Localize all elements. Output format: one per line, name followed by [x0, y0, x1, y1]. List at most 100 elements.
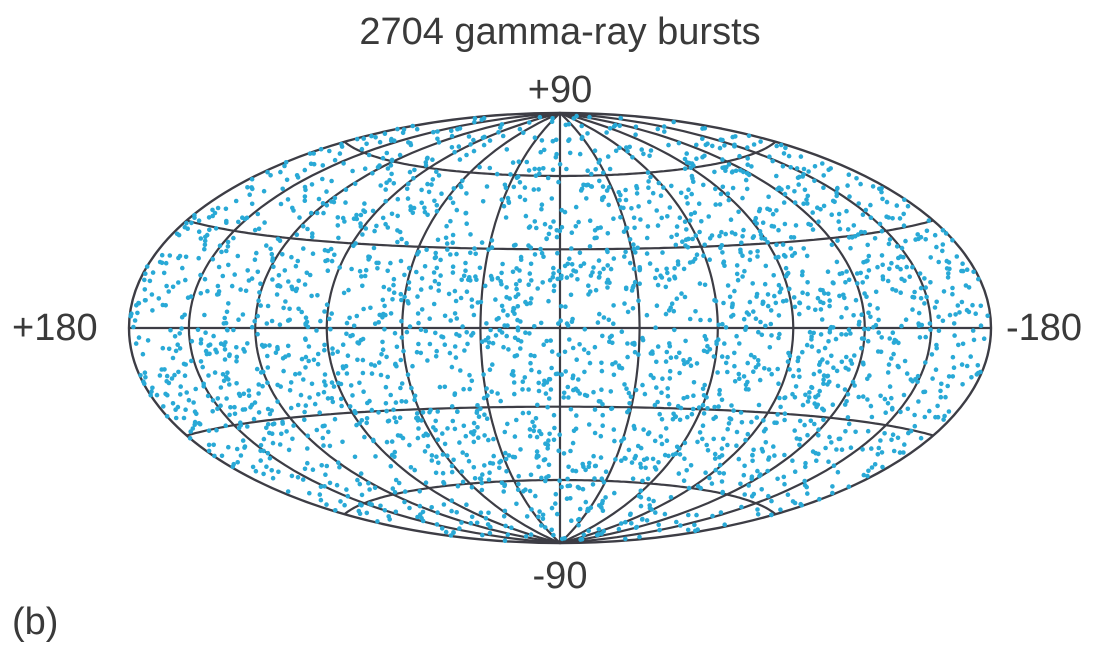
burst-point [458, 295, 464, 301]
burst-point [517, 126, 523, 132]
burst-point [858, 229, 864, 235]
burst-point [367, 398, 372, 404]
burst-point [140, 351, 146, 357]
burst-point [541, 342, 546, 348]
burst-point [212, 453, 217, 459]
burst-point [287, 306, 292, 312]
burst-point [391, 290, 397, 296]
burst-point [224, 327, 230, 332]
burst-point [884, 199, 890, 205]
burst-point [215, 396, 221, 401]
burst-point [375, 519, 380, 524]
burst-point [452, 288, 458, 294]
burst-point [376, 260, 381, 266]
burst-point [677, 452, 683, 457]
burst-point [226, 301, 231, 306]
burst-point [449, 469, 455, 475]
burst-point [894, 203, 900, 208]
burst-point [697, 430, 703, 435]
burst-point [656, 522, 661, 528]
burst-point [553, 137, 559, 143]
burst-point [512, 391, 517, 397]
burst-point [834, 447, 839, 452]
burst-point [447, 350, 453, 356]
burst-point [502, 429, 508, 435]
burst-point [551, 271, 556, 276]
burst-point [131, 324, 136, 330]
burst-point [792, 469, 798, 475]
burst-point [808, 418, 814, 424]
burst-point [818, 332, 824, 337]
burst-point [195, 327, 201, 333]
burst-point [801, 246, 806, 251]
burst-point [665, 393, 671, 399]
burst-point [601, 528, 606, 534]
burst-point [817, 496, 822, 502]
burst-point [515, 304, 521, 309]
burst-point [735, 277, 741, 283]
burst-point [755, 358, 761, 363]
burst-point [549, 365, 554, 371]
burst-point [902, 358, 908, 364]
burst-point [719, 229, 724, 235]
burst-point [252, 318, 257, 324]
burst-point [463, 433, 469, 439]
burst-point [222, 357, 228, 362]
burst-point [628, 394, 634, 400]
burst-point [329, 258, 335, 264]
burst-point [601, 479, 607, 485]
burst-point [425, 443, 431, 449]
burst-point [782, 452, 787, 458]
burst-point [745, 162, 750, 167]
burst-point [166, 346, 172, 352]
burst-point [946, 374, 952, 379]
burst-point [836, 219, 841, 224]
burst-point [866, 468, 871, 474]
burst-point [746, 133, 752, 139]
burst-point [782, 481, 787, 487]
burst-point [720, 165, 725, 171]
burst-point [586, 422, 592, 427]
burst-point [542, 457, 548, 462]
burst-point [865, 473, 870, 479]
burst-point [394, 344, 400, 350]
burst-point [523, 534, 529, 539]
burst-point [715, 370, 720, 375]
burst-point [935, 403, 940, 409]
burst-point [638, 217, 643, 222]
burst-point [777, 289, 783, 295]
burst-point [469, 485, 475, 490]
burst-point [729, 314, 734, 319]
burst-point [832, 199, 837, 205]
burst-point [386, 514, 392, 519]
burst-point [515, 292, 521, 297]
burst-point [324, 189, 329, 194]
burst-point [212, 370, 218, 375]
burst-point [734, 263, 740, 268]
burst-point [232, 404, 237, 410]
burst-point [601, 315, 607, 320]
burst-point [792, 200, 798, 205]
burst-point [574, 357, 579, 363]
burst-point [623, 285, 629, 291]
burst-point [207, 351, 212, 357]
burst-point [969, 375, 974, 380]
burst-point [755, 512, 761, 517]
burst-point [868, 403, 874, 409]
burst-point [736, 371, 742, 377]
burst-point [392, 449, 398, 455]
burst-point [324, 463, 330, 469]
burst-point [719, 354, 725, 359]
burst-point [364, 420, 370, 426]
burst-point [557, 228, 563, 234]
burst-point [303, 315, 309, 321]
burst-point [431, 129, 436, 135]
burst-point [532, 219, 538, 224]
burst-point [399, 297, 404, 303]
burst-point [738, 168, 743, 173]
burst-point [536, 514, 541, 520]
burst-point [302, 282, 308, 287]
burst-point [556, 179, 561, 185]
burst-point [922, 276, 927, 281]
burst-point [385, 374, 391, 380]
